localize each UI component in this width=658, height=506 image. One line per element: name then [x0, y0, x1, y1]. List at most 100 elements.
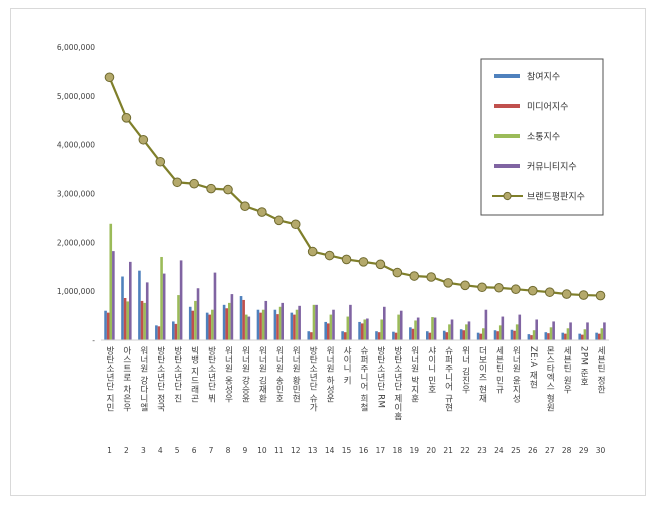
- brand-index-point-21: [443, 278, 453, 288]
- bar-0-30: [595, 332, 598, 340]
- bar-0-3: [138, 270, 141, 340]
- legend-swatch-3: [494, 134, 520, 138]
- bar-0-9: [239, 296, 243, 340]
- legend-marker: [503, 191, 512, 201]
- bar-1-12: [293, 314, 296, 340]
- brand-index-point-3: [138, 134, 149, 145]
- x-tick-label: 4: [158, 446, 163, 455]
- y-axis: - 1,000,000 2,000,000 3,000,000 4,000,000 5,0…: [57, 43, 95, 345]
- bar-3-14: [332, 309, 335, 340]
- x-tick-label: 9: [243, 446, 248, 455]
- x-tick-label: 19: [409, 446, 419, 455]
- brand-index-point-25: [511, 284, 521, 295]
- bar-2-7: [211, 309, 214, 340]
- x-tick-label: 28: [562, 446, 572, 455]
- bar-0-2: [121, 276, 124, 340]
- bar-1-9: [242, 299, 245, 340]
- bar-3-30: [603, 322, 606, 340]
- bar-2-20: [431, 317, 434, 340]
- bar-0-12: [290, 312, 294, 340]
- y-tick-label: 2,000,000: [57, 238, 95, 247]
- chart-frame: - 1,000,000 2,000,000 3,000,000 4,000,000 5,0…: [10, 8, 646, 496]
- x-name-label: 2PM 준호: [579, 346, 589, 386]
- bar-2-28: [566, 328, 570, 340]
- bar-2-11: [278, 306, 282, 340]
- bar-0-24: [493, 330, 497, 340]
- bar-3-5: [179, 260, 183, 340]
- legend-swatch-4: [494, 164, 520, 168]
- bar-3-26: [535, 319, 538, 340]
- x-name-label: 방탄소년단 뷔: [206, 346, 216, 404]
- x-name-label: 빅뱅 지드래곤: [189, 346, 199, 404]
- x-name-label: 워너원 송민호: [274, 346, 284, 404]
- bar-3-7: [213, 272, 217, 340]
- brand-index-point-24: [494, 282, 504, 293]
- bar-2-5: [177, 295, 180, 340]
- bar-1-10: [259, 312, 262, 340]
- bar-2-9: [244, 314, 248, 340]
- bar-0-23: [476, 332, 480, 340]
- bar-2-30: [600, 328, 604, 340]
- x-tick-label: 1: [107, 446, 112, 455]
- bar-1-27: [547, 333, 550, 340]
- bar-1-23: [479, 333, 482, 340]
- bar-0-14: [324, 321, 327, 340]
- bar-2-13: [312, 304, 316, 340]
- bar-2-15: [346, 316, 350, 340]
- x-name-label: 슈퍼주니어 희철: [358, 346, 368, 413]
- bar-0-18: [392, 331, 395, 340]
- bar-3-12: [298, 305, 301, 340]
- x-name-label: 방탄소년단 지민: [104, 346, 114, 413]
- brand-index-point-18: [392, 267, 403, 278]
- x-name-label: 방탄소년단 슈가: [308, 346, 318, 413]
- bar-0-16: [358, 321, 361, 340]
- bar-1-30: [597, 333, 601, 340]
- x-tick-label: 29: [579, 446, 589, 455]
- bar-0-28: [561, 332, 565, 340]
- x-tick-label: 23: [477, 446, 487, 455]
- bar-3-2: [129, 261, 132, 340]
- legend-label-4: 커뮤니티지수: [527, 162, 577, 173]
- x-name-label: 세븐틴 원우: [562, 346, 572, 395]
- x-tick-label: 16: [359, 446, 369, 455]
- legend-label-2: 미디어지수: [527, 102, 568, 113]
- bar-0-11: [273, 309, 277, 340]
- bar-1-20: [428, 332, 432, 340]
- y-tick-label: 6,000,000: [57, 43, 95, 52]
- x-tick-label: 25: [511, 446, 521, 455]
- bar-0-25: [510, 329, 514, 340]
- x-tick-label: 14: [325, 446, 335, 455]
- bar-1-4: [157, 326, 161, 340]
- bar-0-29: [578, 333, 581, 340]
- x-name-label: 워너원 강승윤: [240, 346, 250, 404]
- brand-index-point-22: [460, 280, 470, 291]
- x-tick-label: 17: [376, 446, 386, 455]
- brand-index-point-16: [358, 257, 369, 267]
- x-name-label: 워너원 김재환: [257, 346, 267, 404]
- bar-3-25: [518, 314, 522, 340]
- x-tick-label: 5: [175, 446, 180, 455]
- x-tick-label: 26: [528, 446, 538, 455]
- x-name-label: 세븐틴 민규: [494, 346, 504, 395]
- x-tick-label: 10: [257, 446, 267, 455]
- bar-0-20: [426, 331, 429, 340]
- legend-swatch-1: [494, 74, 520, 78]
- brand-index-point-10: [257, 207, 267, 217]
- brand-index-point-29: [578, 290, 589, 300]
- x-name-label: 슈퍼주니어 규현: [443, 346, 453, 413]
- x-tick-label: 20: [426, 446, 436, 455]
- bar-1-28: [564, 333, 567, 340]
- bar-3-3: [145, 282, 149, 340]
- bar-2-18: [397, 314, 400, 340]
- bar-3-10: [264, 300, 268, 340]
- bar-3-17: [383, 306, 386, 340]
- brand-index-point-26: [528, 285, 538, 296]
- bar-2-21: [448, 324, 451, 340]
- brand-index-point-11: [274, 215, 284, 226]
- bar-3-8: [230, 294, 234, 340]
- brand-index-point-9: [240, 201, 250, 211]
- bar-1-22: [462, 330, 466, 340]
- x-name-label: 워너원 황민현: [291, 346, 301, 404]
- brand-index-point-4: [155, 156, 166, 167]
